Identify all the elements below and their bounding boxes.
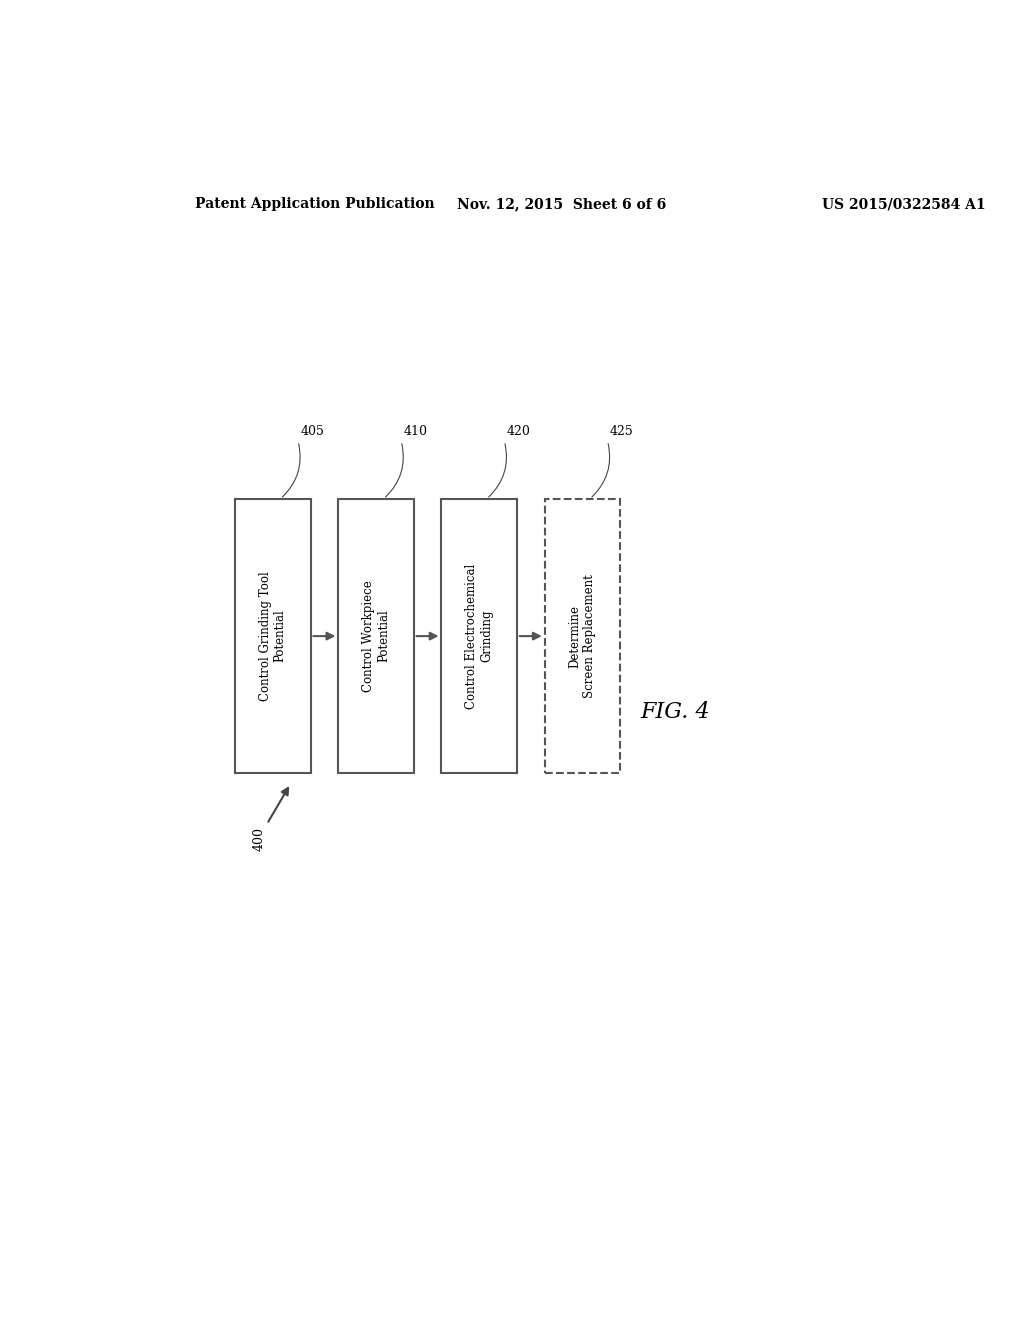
Text: Control Workpiece
Potential: Control Workpiece Potential <box>362 581 390 692</box>
Text: 425: 425 <box>610 425 634 438</box>
Bar <box>441 499 517 774</box>
Text: Control Grinding Tool
Potential: Control Grinding Tool Potential <box>259 572 287 701</box>
Text: 410: 410 <box>403 425 428 438</box>
Text: Patent Application Publication: Patent Application Publication <box>196 197 435 211</box>
Bar <box>338 499 414 774</box>
Text: 405: 405 <box>300 425 325 438</box>
Text: Nov. 12, 2015  Sheet 6 of 6: Nov. 12, 2015 Sheet 6 of 6 <box>458 197 667 211</box>
Bar <box>236 499 310 774</box>
Text: FIG. 4: FIG. 4 <box>640 701 710 723</box>
Bar <box>545 499 621 774</box>
Text: 420: 420 <box>507 425 530 438</box>
Text: 400: 400 <box>253 828 265 851</box>
Text: US 2015/0322584 A1: US 2015/0322584 A1 <box>822 197 986 211</box>
Text: Control Electrochemical
Grinding: Control Electrochemical Grinding <box>465 564 494 709</box>
Text: Determine
Screen Replacement: Determine Screen Replacement <box>568 574 596 698</box>
